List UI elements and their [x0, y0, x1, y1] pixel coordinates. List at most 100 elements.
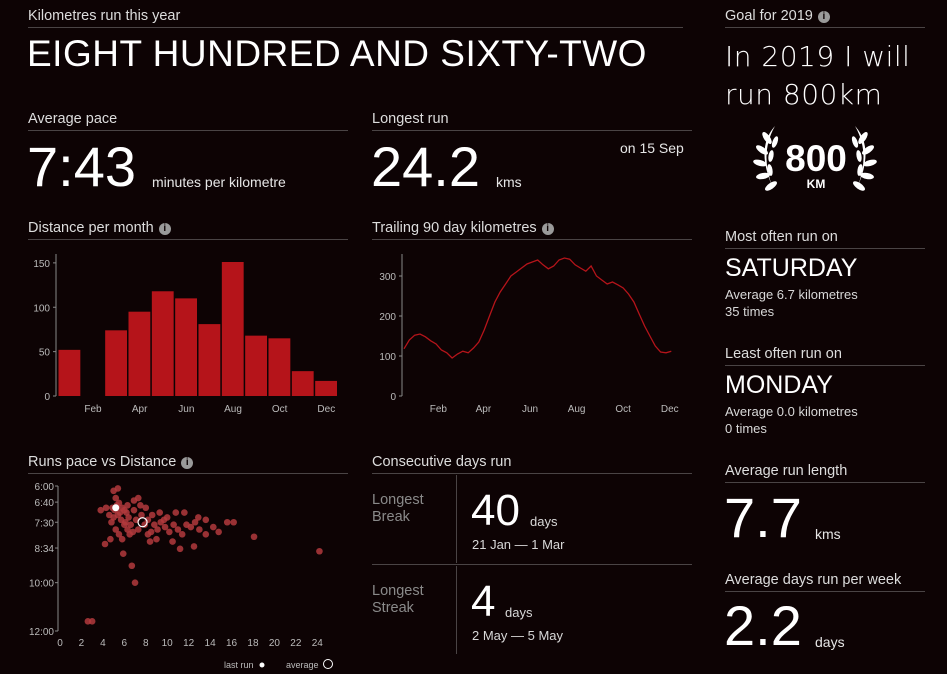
- break-range: 21 Jan — 1 Mar: [472, 537, 565, 552]
- bar-jun: [175, 298, 197, 396]
- y-tick-label: 6:00: [35, 482, 55, 493]
- scatter-point: [250, 533, 258, 541]
- scatter-point: [130, 497, 138, 504]
- scatter-point: [178, 531, 186, 538]
- trailing-label: Trailing 90 day kilometres i: [372, 220, 554, 236]
- y-tick-label: 100: [33, 303, 50, 314]
- x-tick-label: Feb: [84, 404, 102, 415]
- divider: [725, 482, 925, 483]
- x-tick-label: Oct: [615, 404, 631, 415]
- scatter-point: [112, 494, 120, 502]
- scatter-point: [119, 550, 127, 557]
- bar-aug: [221, 261, 244, 396]
- scatter-point: [115, 531, 123, 538]
- y-tick-label: 150: [33, 259, 50, 270]
- x-tick-label: Apr: [132, 404, 148, 415]
- km-label: Kilometres run this year: [28, 8, 181, 24]
- scatter-point: [194, 514, 202, 521]
- most-often-day: SATURDAY: [725, 254, 858, 282]
- scatter-point: [138, 511, 145, 519]
- goal-text: In 2019 I will run 800km: [725, 40, 911, 111]
- average-point: [137, 517, 148, 528]
- avg-run-unit: kms: [815, 526, 841, 542]
- bar-jul: [198, 324, 221, 396]
- scatter-point: [148, 511, 156, 519]
- bar-dec: [315, 380, 337, 396]
- scatter-point: [134, 526, 142, 533]
- longest-unit: kms: [496, 174, 522, 190]
- y-tick-label: 10:00: [29, 579, 54, 590]
- scatter-point: [174, 526, 182, 533]
- most-often-label: Most often run on: [725, 229, 838, 245]
- x-tick-label: 10: [162, 638, 174, 649]
- scatter-point: [170, 521, 177, 528]
- goal-label: Goal for 2019 i: [725, 8, 830, 24]
- legend-average-marker: [323, 659, 333, 669]
- x-tick-label: Aug: [224, 404, 242, 415]
- scatter-point: [163, 514, 171, 521]
- info-icon[interactable]: i: [817, 11, 830, 23]
- x-tick-label: 20: [269, 638, 281, 649]
- x-tick-label: 8: [143, 638, 149, 649]
- scatter-point: [172, 509, 180, 516]
- x-tick-label: 12: [183, 638, 195, 649]
- info-icon[interactable]: i: [158, 223, 171, 235]
- least-often-avg: Average 0.0 kilometres: [725, 404, 858, 419]
- legend-last-run-label: last run: [224, 660, 254, 670]
- scatter-point: [154, 526, 161, 533]
- distance-month-label: Distance per month i: [28, 220, 171, 236]
- divider: [372, 130, 692, 131]
- distance-month-chart: 0 50 100 150 Feb Apr Jun Aug Oct Dec: [33, 254, 337, 415]
- km-words: EIGHT HUNDRED AND SIXTY-TWO: [27, 33, 647, 74]
- scatter-point: [169, 538, 176, 545]
- most-often-avg: Average 6.7 kilometres: [725, 287, 858, 302]
- scatter-point: [196, 526, 203, 533]
- y-tick-label: 12:00: [29, 627, 54, 638]
- scatter-point: [131, 579, 139, 586]
- scatter-point: [191, 518, 199, 526]
- scatter-point: [124, 502, 131, 509]
- scatter-point: [129, 528, 137, 536]
- pace-value: 7:43: [27, 135, 136, 198]
- scatter-point: [181, 509, 188, 516]
- bar-nov: [291, 371, 314, 396]
- pace-label: Average pace: [28, 111, 118, 127]
- y-tick-label: 0: [44, 392, 50, 403]
- scatter-point: [116, 509, 124, 516]
- scatter-point: [209, 523, 217, 531]
- bar-sep: [245, 335, 267, 396]
- divider: [28, 473, 348, 474]
- scatter-point: [114, 485, 122, 492]
- scatter-point: [130, 506, 138, 514]
- info-icon[interactable]: i: [541, 223, 554, 235]
- streak-range: 2 May — 5 May: [472, 628, 564, 643]
- x-tick-label: 0: [57, 638, 63, 649]
- scatter-point: [144, 516, 152, 524]
- scatter-point: [223, 518, 231, 526]
- break-unit: days: [530, 514, 558, 529]
- divider: [725, 248, 925, 249]
- x-tick-label: Aug: [568, 404, 586, 415]
- x-tick-label: Apr: [476, 404, 492, 415]
- avg-days-unit: days: [815, 634, 845, 650]
- most-often-times: 35 times: [725, 304, 775, 319]
- y-tick-label: 6:40: [35, 498, 55, 509]
- last-run-point: [112, 504, 120, 512]
- scatter-point: [128, 562, 136, 570]
- streak-value: 4: [471, 577, 496, 626]
- scatter-label: Runs pace vs Distance i: [28, 454, 194, 470]
- bar-may: [151, 291, 174, 396]
- x-tick-label: 16: [226, 638, 238, 649]
- x-tick-label: 24: [312, 638, 324, 649]
- scatter-point: [190, 543, 198, 550]
- info-icon[interactable]: i: [181, 457, 194, 469]
- divider: [372, 239, 692, 240]
- scatter-point: [316, 547, 323, 555]
- y-tick-label: 0: [390, 392, 396, 403]
- scatter-point: [156, 509, 163, 516]
- x-tick-label: 2: [79, 638, 85, 649]
- avg-run-value: 7.7: [724, 486, 802, 549]
- scatter-point: [107, 535, 114, 543]
- least-often-day: MONDAY: [725, 371, 833, 399]
- divider: [725, 591, 925, 592]
